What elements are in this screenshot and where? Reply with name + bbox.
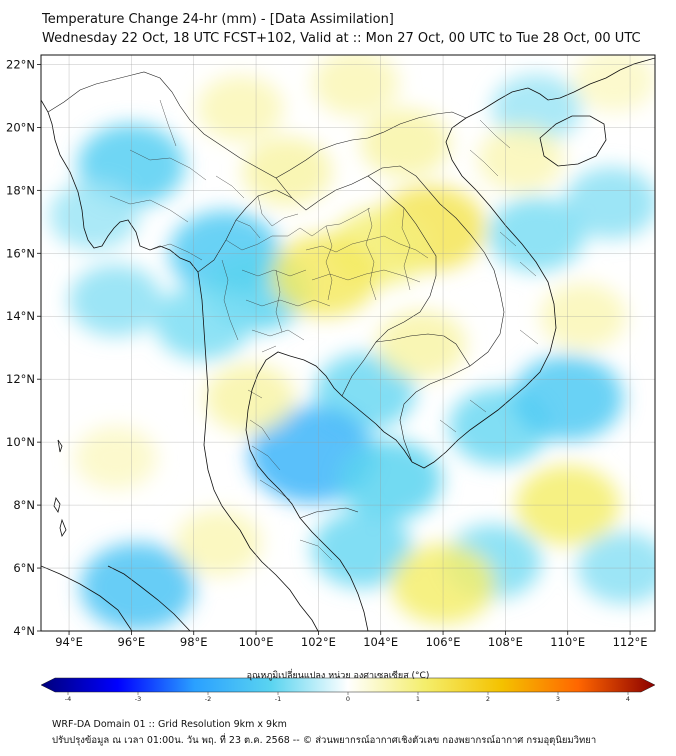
footer-model-info: WRF-DA Domain 01 :: Grid Resolution 9km … — [52, 719, 287, 730]
coastlines — [41, 57, 655, 631]
coastline-sumatra-north — [107, 565, 191, 631]
colorbar-bar — [40, 677, 656, 693]
field-blob-23 — [312, 55, 399, 117]
lat-tick-label: 12°N — [6, 372, 35, 386]
province-lines-north — [225, 195, 371, 251]
lat-tick-label: 20°N — [6, 120, 35, 134]
lon-tick-label: 94°E — [55, 635, 83, 649]
coastline-gulf-west — [245, 351, 369, 631]
lon-tick-label: 112°E — [613, 635, 648, 649]
map-subtitle: Wednesday 22 Oct, 18 UTC FCST+102, Valid… — [42, 31, 641, 46]
province-lines-myanmar — [109, 99, 245, 261]
province-lines-vietnam — [439, 119, 539, 433]
field-blob-29 — [74, 426, 158, 490]
map-frame — [40, 54, 656, 632]
field-blob-12 — [564, 167, 655, 239]
lat-tick-label: 22°N — [6, 57, 35, 71]
field-blob-32 — [573, 55, 655, 112]
province-lines-northeast — [305, 207, 429, 301]
colorbar-tick-label: -3 — [135, 695, 141, 703]
lon-tick-label: 110°E — [550, 635, 585, 649]
country-borders — [47, 71, 505, 519]
lat-tick-label: 8°N — [13, 498, 35, 512]
coastline-sumatra — [41, 565, 133, 631]
field-blob-15 — [311, 510, 413, 588]
field-blob-22 — [360, 108, 451, 178]
map-title: Temperature Change 24-hr (mm) - [Data As… — [42, 12, 394, 27]
field-blob-30 — [197, 75, 284, 142]
border-thailand — [197, 175, 437, 397]
province-lines-south — [247, 389, 333, 561]
lon-tick-label: 102°E — [301, 635, 336, 649]
footer-update-info: ปรับปรุงข้อมูล ณ เวลา 01:00น. วัน พฤ. ที… — [52, 735, 597, 746]
lon-tick-label: 98°E — [180, 635, 208, 649]
field-blob-27 — [205, 363, 295, 433]
field-blob-28 — [175, 509, 262, 576]
colorbar-tick-label: 4 — [626, 695, 630, 703]
colorbar-tick-label: 0 — [346, 695, 350, 703]
field-blob-26 — [376, 310, 467, 379]
coastline-gulf-east — [289, 355, 413, 463]
border-laos-vietnam — [367, 165, 505, 463]
field-blob-33 — [477, 125, 564, 192]
lon-tick-label: 104°E — [363, 635, 398, 649]
colorbar-tick-label: 3 — [556, 695, 560, 703]
lon-tick-label: 108°E — [488, 635, 523, 649]
border-china-laos-vietnam — [275, 111, 467, 179]
border-myanmar-china — [47, 71, 293, 199]
colorbar-label: อุณหภูมิเปลี่ยนแปลง หน่วย องศาเซลเซียส (… — [246, 671, 430, 681]
province-borders — [109, 99, 539, 561]
coastline-china — [527, 57, 655, 101]
coastline-peninsula-west — [239, 529, 319, 631]
field-blob-2 — [69, 264, 163, 337]
lon-tick-label: 100°E — [239, 635, 274, 649]
lat-tick-label: 18°N — [6, 183, 35, 197]
colorbar-tick-label: 2 — [486, 695, 490, 703]
temperature-change-field — [49, 55, 655, 631]
axis-ticks: 22°N 20°N 18°N 16°N 14°N 12°N 10°N 8°N 6°N 4°N 94°… — [6, 57, 648, 649]
lat-tick-label: 4°N — [13, 624, 35, 638]
field-blob-1 — [49, 181, 139, 250]
coastline-vietnam — [411, 87, 557, 469]
colorbar-tick-label: -2 — [205, 695, 211, 703]
lon-tick-label: 96°E — [118, 635, 146, 649]
field-blob-20 — [270, 233, 379, 317]
province-lines-central — [221, 259, 331, 353]
border-malaysia — [299, 507, 359, 519]
lon-tick-label: 106°E — [426, 635, 461, 649]
field-blob-14 — [80, 542, 196, 631]
border-cambodia — [375, 333, 471, 367]
field-blob-11 — [488, 197, 585, 272]
colorbar-tick-label: 1 — [416, 695, 420, 703]
field-blob-8 — [338, 439, 443, 520]
colorbar-ticks: -4 -3 -2 -1 0 1 2 3 4 — [65, 692, 630, 703]
lat-tick-label: 10°N — [6, 435, 35, 449]
lat-tick-label: 6°N — [13, 561, 35, 575]
field-blob-6 — [314, 353, 416, 431]
coastline-myanmar — [41, 99, 241, 531]
coastline-hainan — [539, 115, 607, 167]
colorbar: -4 -3 -2 -1 0 1 2 3 4 — [40, 677, 656, 703]
field-blob-5 — [154, 285, 252, 360]
lat-tick-label: 16°N — [6, 246, 35, 260]
colorbar-tick-label: -4 — [65, 695, 71, 703]
lat-tick-label: 14°N — [6, 309, 35, 323]
coastline-andaman — [53, 439, 67, 537]
colorbar-tick-label: -1 — [275, 695, 281, 703]
